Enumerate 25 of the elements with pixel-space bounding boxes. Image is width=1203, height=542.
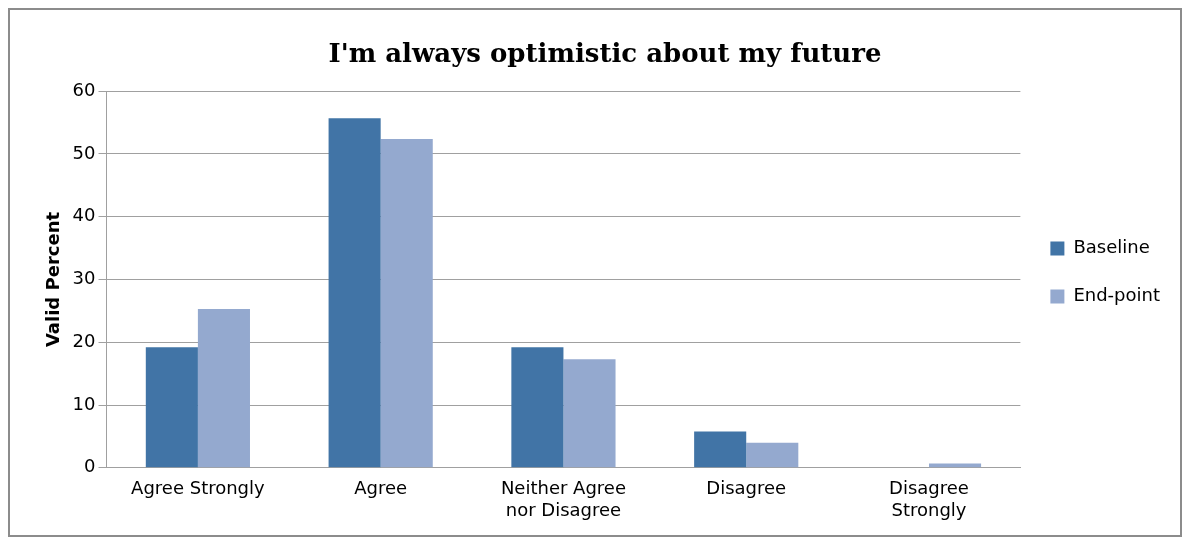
y-tick-label: 30 — [72, 267, 96, 289]
bar — [197, 309, 250, 468]
bar — [328, 118, 381, 468]
chart-title: I'm always optimistic about my future — [328, 38, 882, 69]
bar — [511, 347, 564, 468]
bar — [145, 347, 198, 468]
x-tick-label: Neither Agree nor Disagree — [500, 477, 626, 520]
y-tick-label: 20 — [72, 329, 96, 351]
bar — [563, 359, 616, 468]
y-tick-label: 0 — [84, 455, 96, 477]
legend-label: Baseline — [1073, 236, 1150, 258]
y-tick-label: 40 — [72, 204, 96, 226]
y-axis-title: Valid Percent — [42, 211, 64, 348]
x-tick-label: Agree Strongly — [131, 477, 266, 499]
y-tick-label: 10 — [72, 392, 96, 414]
legend-label: End-point — [1073, 284, 1160, 306]
bar — [746, 442, 799, 468]
bar — [380, 138, 433, 468]
y-tick-label: 60 — [72, 78, 96, 100]
y-tick-label: 50 — [72, 141, 96, 163]
x-tick-label: Disagree Strongly — [889, 477, 969, 520]
x-tick-label: Agree — [354, 477, 408, 499]
bar — [694, 431, 747, 468]
x-tick-label: Disagree — [706, 477, 787, 499]
bar — [929, 463, 982, 468]
